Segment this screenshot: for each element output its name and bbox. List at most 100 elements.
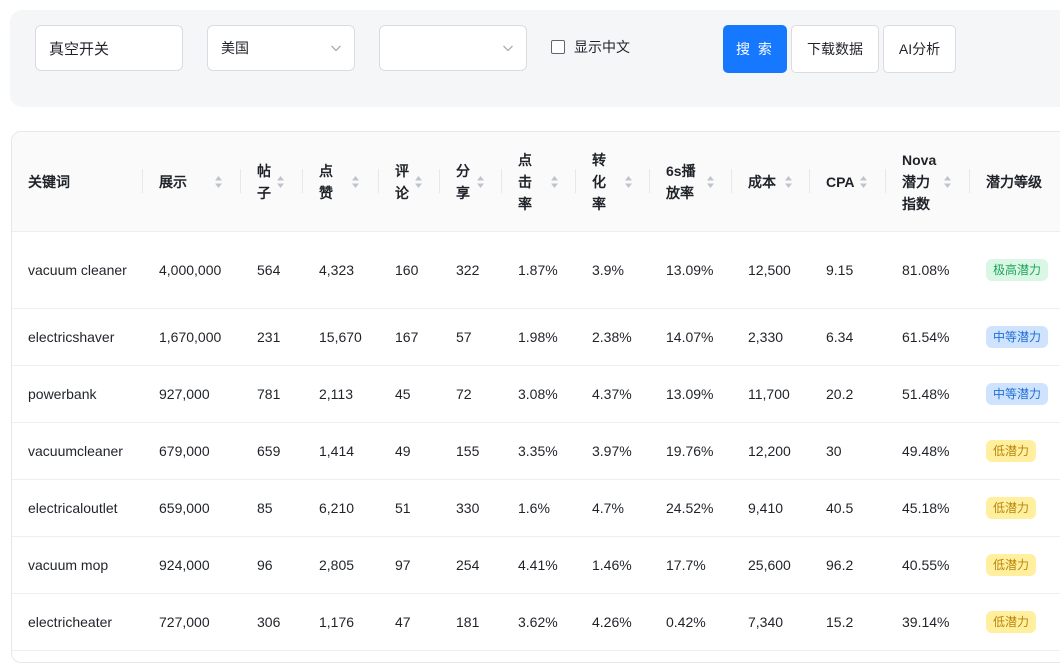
sort-icon[interactable] [943,175,952,189]
col-header-nova[interactable]: Nova潜力指数 [886,132,970,231]
show-chinese-toggle[interactable]: 显示中文 [551,37,630,57]
col-header-ctr[interactable]: 点击率 [502,132,576,231]
cell-ctr: 3.62% [502,593,576,650]
cell-value: 4.26% [592,613,632,630]
sort-icon[interactable] [214,175,223,189]
col-header-posts[interactable]: 帖子 [241,132,303,231]
col-header-label: 转化率 [592,151,606,212]
cell-impressions: 679,000 [143,422,241,479]
col-header-label: 帖子 [257,162,271,201]
cell-keyword: electricaloutlet [12,479,143,536]
cell-nova: 61.54% [886,308,970,365]
sort-icon[interactable] [624,175,633,189]
col-header-label: CPA [826,173,855,190]
col-header-label: 潜力等级 [986,173,1042,190]
cell-keyword: vacuum cleaner [12,231,143,308]
keyword-input[interactable]: 真空开关 [35,25,183,71]
cell-value: 1,176 [319,613,355,630]
cell-comments: 51 [379,479,440,536]
col-header-likes[interactable]: 点赞 [303,132,379,231]
cell-value: 1.6% [518,499,550,516]
cell-posts: 306 [241,593,303,650]
cell-comments: 45 [379,365,440,422]
col-header-impressions[interactable]: 展示 [143,132,241,231]
cell-value: 659 [257,442,281,459]
cell-nova: 40.55% [886,536,970,593]
cell-likes: 15,670 [303,308,379,365]
cell-value: 7,340 [748,613,784,630]
data-table: 关键词 展示 帖子 点赞 评论 分享 点击 [11,131,1060,663]
sort-icon[interactable] [550,175,559,189]
cell-value: 2.38% [592,328,632,345]
sort-icon[interactable] [784,175,793,189]
cell-keyword: electricshaver [12,308,143,365]
cell-keyword: powerbank [12,365,143,422]
cell-play6s: 17.7% [650,536,732,593]
cell-comments: 97 [379,536,440,593]
sort-icon[interactable] [476,175,485,189]
cell-value: 14.07% [666,328,714,345]
sort-icon[interactable] [276,175,285,189]
cell-value: 49 [395,442,411,459]
cell-value: 306 [257,613,281,630]
col-header-cost[interactable]: 成本 [732,132,810,231]
cell-value: 2,330 [748,328,784,345]
col-header-cvr[interactable]: 转化率 [576,132,650,231]
cell-cost: 25,600 [732,536,810,593]
cell-value: 25,600 [748,556,791,573]
country-select[interactable]: 美国 [207,25,355,71]
cell-comments: 160 [379,231,440,308]
cell-value: 1,414 [319,442,355,459]
cell-value: 6,210 [319,499,355,516]
cell-likes: 1,176 [303,593,379,650]
column-divider [731,169,732,193]
col-header-shares[interactable]: 分享 [440,132,502,231]
search-button[interactable]: 搜 索 [723,25,787,73]
cell-value: 96 [257,556,273,573]
column-divider [302,169,303,193]
cell-value: 0.42% [666,613,706,630]
column-divider [501,169,502,193]
cell-play6s: 13.09% [650,231,732,308]
ai-analysis-button[interactable]: AI分析 [883,25,956,73]
sort-icon[interactable] [706,175,715,189]
col-header-label: 点击率 [518,151,532,212]
table-row: powerbank 927,000 781 2,113 45 72 3.08% 4.37% 13… [12,365,1060,423]
col-header-play6s[interactable]: 6s播放率 [650,132,732,231]
cell-value: vacuumcleaner [28,442,123,459]
cell-nova: 49.48% [886,422,970,479]
cell-value: 72 [456,385,472,402]
cell-value: 47 [395,613,411,630]
cell-value: 3.97% [592,442,632,459]
cell-value: 679,000 [159,442,210,459]
sort-icon[interactable] [351,175,360,189]
cell-value: powerbank [28,385,97,402]
col-header-label: 点赞 [319,162,333,201]
column-divider [439,169,440,193]
cell-cost: 12,200 [732,422,810,479]
cell-ctr: 3.35% [502,422,576,479]
cell-play6s: 24.52% [650,479,732,536]
potential-level-badge: 低潜力 [986,610,1037,633]
col-header-cpa[interactable]: CPA [810,132,886,231]
sort-icon[interactable] [414,175,423,189]
cell-value: 12,200 [748,442,791,459]
show-chinese-checkbox[interactable] [551,40,565,54]
cell-cpa: 20.2 [810,365,886,422]
cell-value: 9,410 [748,499,784,516]
cell-value: 1.46% [592,556,632,573]
cell-play6s: 19.76% [650,422,732,479]
download-button[interactable]: 下载数据 [791,25,879,73]
col-header-comments[interactable]: 评论 [379,132,440,231]
table-row: electricshaver 1,670,000 231 15,670 167 57 1.9… [12,308,1060,366]
cell-play6s: 13.09% [650,365,732,422]
cell-value: 17.7% [666,556,706,573]
cell-impressions: 1,670,000 [143,308,241,365]
cell-value: 3.35% [518,442,558,459]
cell-likes: 2,113 [303,365,379,422]
potential-level-badge: 低潜力 [986,439,1037,462]
sort-icon[interactable] [859,175,868,189]
cell-value: 4.7% [592,499,624,516]
secondary-select[interactable] [379,25,527,71]
cell-level: 低潜力 [970,536,1060,593]
